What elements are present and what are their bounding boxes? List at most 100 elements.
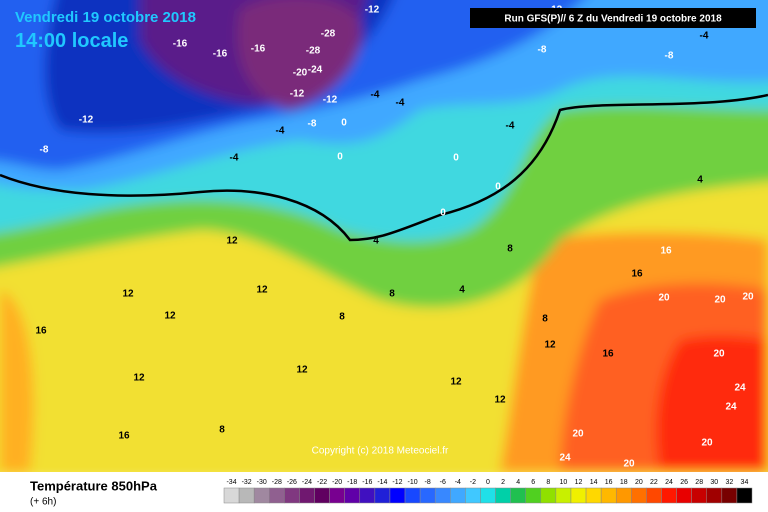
scale-label: 4 xyxy=(516,479,520,486)
scale-label: 12 xyxy=(575,479,583,486)
contour-label: 20 xyxy=(714,295,726,306)
scale-swatch xyxy=(555,487,572,504)
scale-label: 28 xyxy=(695,479,703,486)
contour-label: -4 xyxy=(276,126,285,137)
scale-swatch xyxy=(736,487,753,504)
contour-label: -8 xyxy=(40,145,49,156)
scale-swatch xyxy=(570,487,587,504)
contour-label: -12 xyxy=(79,115,94,126)
contour-label: 0 xyxy=(337,152,343,163)
contour-label: 24 xyxy=(559,453,571,464)
scale-swatch xyxy=(600,487,617,504)
contour-label: 12 xyxy=(494,395,506,406)
copyright: Copyright (c) 2018 Meteociel.fr xyxy=(312,446,449,457)
scale-label: -4 xyxy=(455,479,461,486)
contour-label: -4 xyxy=(506,121,515,132)
contour-label: 8 xyxy=(339,312,345,323)
date: Vendredi 19 octobre 2018 xyxy=(15,9,196,26)
contour-label: 24 xyxy=(725,402,737,413)
scale-swatch xyxy=(389,487,406,504)
contour-label: -16 xyxy=(213,49,228,60)
scale-swatch xyxy=(480,487,496,504)
contour-label: 16 xyxy=(118,431,130,442)
scale-swatch xyxy=(465,487,481,504)
scale-label: -34 xyxy=(226,479,236,486)
contour-label: 8 xyxy=(507,244,513,255)
contour-label: 0 xyxy=(440,208,446,219)
contour-label: 0 xyxy=(453,153,459,164)
scale-label: -24 xyxy=(302,479,312,486)
contour-label: 0 xyxy=(495,182,501,193)
scale-swatch xyxy=(706,487,723,504)
contour-label: 12 xyxy=(296,365,308,376)
scale-label: -30 xyxy=(257,479,267,486)
contour-label: 12 xyxy=(226,236,238,247)
contour-label: -28 xyxy=(321,29,336,40)
scale-label: -26 xyxy=(287,479,297,486)
contour-label: 24 xyxy=(734,383,746,394)
scale-swatch xyxy=(344,487,361,504)
scale-label: -18 xyxy=(347,479,357,486)
contour-label: 20 xyxy=(572,429,584,440)
contour-label: -4 xyxy=(371,90,380,101)
contour-label: 20 xyxy=(623,459,635,470)
scale-swatch xyxy=(284,487,300,504)
scale-swatch xyxy=(510,487,526,504)
contour-label: 12 xyxy=(256,285,268,296)
scale-label: 10 xyxy=(560,479,568,486)
scale-swatch xyxy=(238,487,255,504)
contour-label: -28 xyxy=(306,46,321,57)
run-box xyxy=(470,8,756,28)
legend-step: (+ 6h) xyxy=(30,497,56,508)
contour-label: 8 xyxy=(389,289,395,300)
scale-swatch xyxy=(495,487,511,504)
scale-swatch xyxy=(540,487,557,504)
scale-swatch xyxy=(691,487,707,504)
scale-label: 30 xyxy=(710,479,718,486)
contour-label: 12 xyxy=(450,377,462,388)
scale-label: -28 xyxy=(272,479,282,486)
scale-swatch xyxy=(615,487,632,504)
scale-label: 22 xyxy=(650,479,658,486)
contour-label: 4 xyxy=(697,175,703,186)
scale-swatch xyxy=(661,487,677,504)
scale-swatch xyxy=(404,487,421,504)
contour-label: 16 xyxy=(35,326,47,337)
scale-label: -2 xyxy=(470,479,476,486)
zero-isotherm xyxy=(0,93,768,242)
contour-label: 12 xyxy=(133,373,145,384)
contour-label: -12 xyxy=(290,89,305,100)
contour-label: -4 xyxy=(700,31,709,42)
scale-swatch xyxy=(374,487,391,504)
contour-label: -4 xyxy=(396,98,405,109)
scale-swatch xyxy=(299,487,315,504)
scale-label: -12 xyxy=(392,479,402,486)
scale-label: 34 xyxy=(741,479,749,486)
contour-label: 20 xyxy=(742,292,754,303)
time: 14:00 locale xyxy=(15,30,128,52)
scale-label: -10 xyxy=(408,479,418,486)
scale-label: 18 xyxy=(620,479,628,486)
contour-label: 12 xyxy=(544,340,556,351)
scale-swatch xyxy=(646,487,662,504)
scale-label: 14 xyxy=(590,479,598,486)
contour-label: -8 xyxy=(665,51,674,62)
scale-label: 16 xyxy=(605,479,613,486)
scale-label: -20 xyxy=(332,479,342,486)
contour-label: -24 xyxy=(308,65,323,76)
contour-label: 20 xyxy=(713,349,725,360)
run-info: Run GFS(P)// 6 Z du Vendredi 19 octobre … xyxy=(504,14,722,25)
scale-swatch xyxy=(419,487,436,504)
scale-label: 6 xyxy=(531,479,535,486)
contour-label: -12 xyxy=(365,5,380,16)
scale-label: 8 xyxy=(546,479,550,486)
scale-swatch xyxy=(721,487,738,504)
scale-swatch xyxy=(585,487,602,504)
contour-label: -4 xyxy=(230,153,239,164)
temperature-field xyxy=(0,0,768,480)
contour-label: 8 xyxy=(219,425,225,436)
scale-swatch xyxy=(434,487,451,504)
contour-label: -20 xyxy=(293,68,308,79)
scale-label: -6 xyxy=(440,479,446,486)
